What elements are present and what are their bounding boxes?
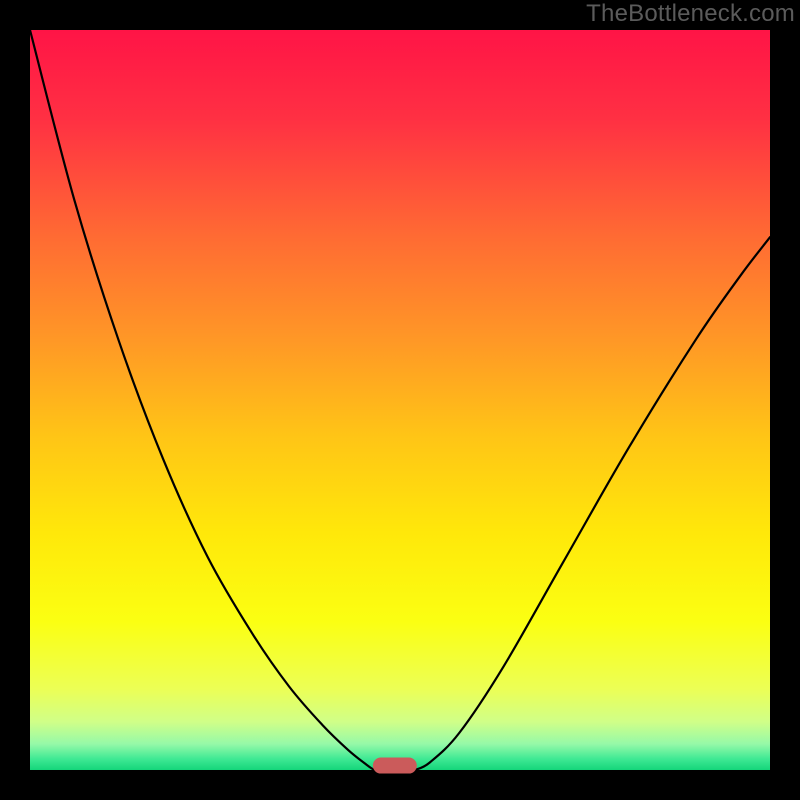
chart-root: TheBottleneck.com [0, 0, 800, 800]
watermark-text: TheBottleneck.com [586, 0, 795, 28]
bottleneck-chart [0, 0, 800, 800]
optimal-marker [373, 758, 417, 774]
